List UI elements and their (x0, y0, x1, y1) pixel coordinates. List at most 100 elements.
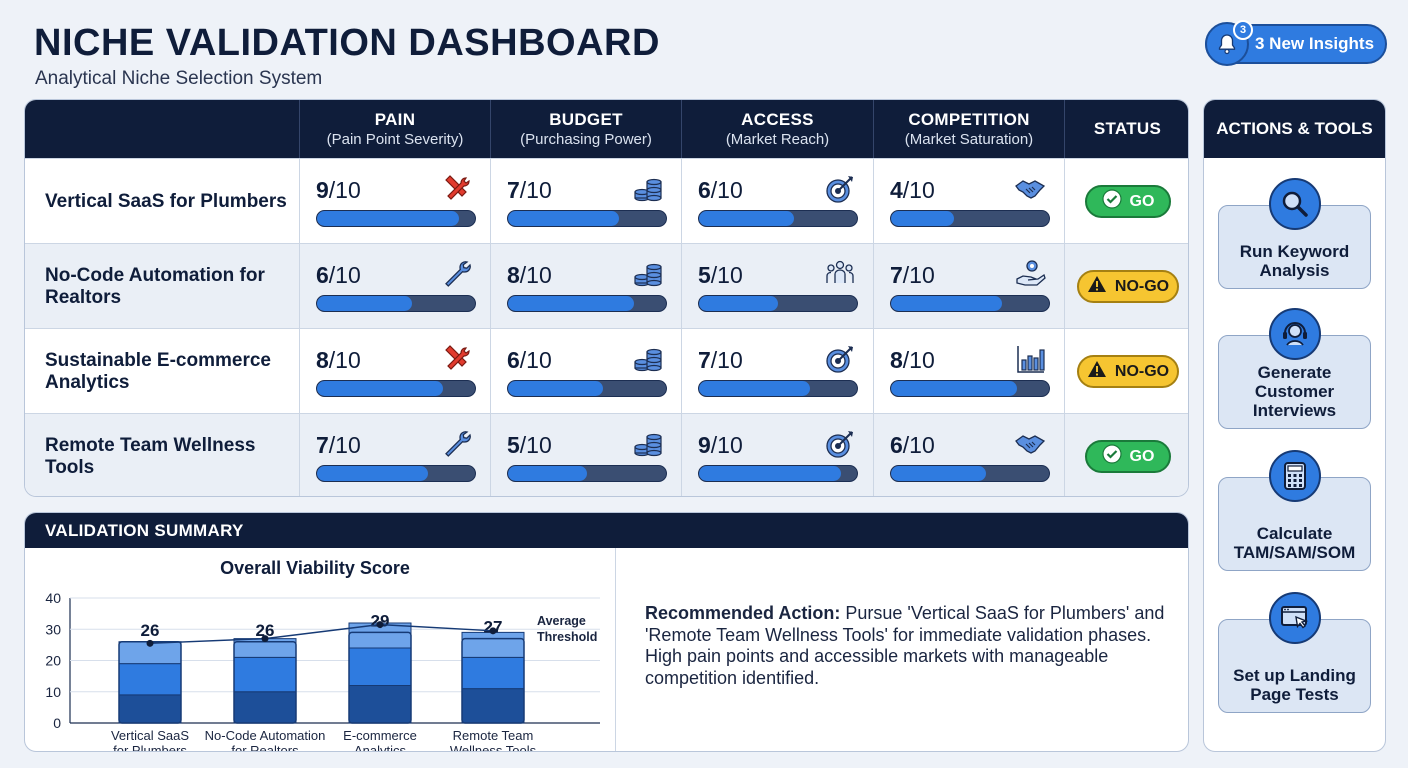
action-label: Calculate TAM/SAM/SOM (1233, 524, 1356, 562)
score-value: 6 (698, 177, 711, 203)
table-row[interactable]: Remote Team Wellness Tools 7/10 5/10 9/10 6/… (25, 413, 1188, 496)
competition-cell: 8/10 (873, 329, 1064, 414)
competition-score: 8/10 (890, 347, 935, 374)
table-row[interactable]: No-Code Automation for Realtors 6/10 8/10 5… (25, 243, 1188, 329)
x-tick-label: Wellness Tools (450, 743, 537, 752)
budget-progress-fill (508, 211, 619, 226)
column-header-budget: BUDGET (Purchasing Power) (490, 100, 681, 158)
threshold-point (261, 635, 269, 643)
threshold-legend-line2: Threshold (537, 630, 597, 644)
validation-matrix: PAIN (Pain Point Severity) BUDGET (Purchasi… (24, 99, 1189, 497)
budget-score: 6/10 (507, 347, 552, 374)
x-tick-label: for Realtors (231, 743, 299, 752)
y-tick-label: 40 (45, 590, 61, 606)
summary-divider (615, 548, 616, 751)
threshold-point (376, 621, 384, 629)
bar-segment (118, 663, 182, 696)
handshake-icon (1014, 172, 1048, 206)
status-badge: GO (1085, 185, 1171, 218)
score-value: 8 (316, 347, 329, 373)
actions-panel: ACTIONS & TOOLS Run Keyword Analysis Gene… (1203, 99, 1386, 752)
y-tick-label: 20 (45, 653, 61, 669)
wrench-icon (440, 257, 474, 291)
pain-progress-bar (316, 210, 476, 227)
competition-progress-fill (891, 211, 955, 226)
coins-icon (631, 427, 665, 461)
threshold-point (489, 627, 497, 635)
warning-icon (1087, 360, 1107, 383)
action-label: Run Keyword Analysis (1239, 242, 1350, 280)
score-max: /10 (902, 347, 935, 373)
access-cell: 5/10 (681, 244, 873, 329)
column-subtitle: (Market Saturation) (904, 131, 1034, 148)
set-up-landing-page-tests-button[interactable]: Set up Landing Page Tests (1218, 619, 1371, 713)
score-max: /10 (519, 432, 552, 458)
score-max: /10 (710, 432, 743, 458)
score-max: /10 (328, 177, 361, 203)
pain-score: 6/10 (316, 262, 361, 289)
target-icon (823, 172, 857, 206)
score-max: /10 (902, 262, 935, 288)
access-progress-fill (699, 211, 794, 226)
score-value: 5 (507, 432, 520, 458)
score-max: /10 (328, 347, 361, 373)
coins-icon (631, 342, 665, 376)
score-max: /10 (519, 347, 552, 373)
budget-progress-bar (507, 210, 667, 227)
warning-icon (1087, 275, 1107, 298)
score-value: 7 (890, 262, 903, 288)
status-label: NO-GO (1114, 362, 1170, 380)
column-subtitle: (Pain Point Severity) (326, 131, 464, 148)
y-tick-label: 0 (53, 715, 61, 731)
score-value: 7 (507, 177, 520, 203)
insights-button[interactable]: 3 3 New Insights (1205, 20, 1387, 66)
score-max: /10 (519, 262, 552, 288)
column-header-access: ACCESS (Market Reach) (681, 100, 873, 158)
action-label: Generate Customer Interviews (1252, 363, 1337, 420)
pain-progress-bar (316, 295, 476, 312)
pain-score: 8/10 (316, 347, 361, 374)
generate-customer-interviews-button[interactable]: Generate Customer Interviews (1218, 335, 1371, 429)
score-max: /10 (710, 262, 743, 288)
column-header-competition: COMPETITION (Market Saturation) (873, 100, 1064, 158)
hand-gear-icon (1014, 257, 1048, 291)
competition-score: 6/10 (890, 432, 935, 459)
bar (348, 631, 412, 724)
budget-progress-fill (508, 296, 635, 311)
competition-progress-fill (891, 381, 1018, 396)
score-value: 5 (698, 262, 711, 288)
pain-score: 7/10 (316, 432, 361, 459)
column-subtitle: (Purchasing Power) (520, 131, 652, 148)
page-title: NICHE VALIDATION DASHBOARD (34, 22, 660, 64)
competition-progress-bar (890, 465, 1050, 482)
access-progress-bar (698, 210, 858, 227)
niche-name: Sustainable E-commerce Analytics (45, 349, 271, 393)
viability-chart: Overall Viability Score 0 10 20 30 40 26 Vertic… (45, 558, 600, 752)
tools-icon (440, 342, 474, 376)
column-title: STATUS (1093, 119, 1162, 138)
x-tick-label: Remote Team (453, 728, 534, 743)
status-cell: NO-GO (1064, 244, 1188, 329)
pain-progress-bar (316, 380, 476, 397)
budget-cell: 5/10 (490, 414, 681, 496)
status-label: GO (1129, 192, 1155, 210)
status-cell: NO-GO (1064, 329, 1188, 414)
validation-summary: VALIDATION SUMMARY Overall Viability Sco… (24, 512, 1189, 752)
status-badge: NO-GO (1077, 355, 1179, 388)
niche-name: Remote Team Wellness Tools (45, 434, 256, 478)
budget-score: 7/10 (507, 177, 552, 204)
competition-progress-bar (890, 210, 1050, 227)
score-max: /10 (902, 177, 935, 203)
access-cell: 7/10 (681, 329, 873, 414)
pain-progress-fill (317, 296, 412, 311)
access-progress-bar (698, 465, 858, 482)
score-value: 8 (507, 262, 520, 288)
status-cell: GO (1064, 159, 1188, 244)
table-row[interactable]: Sustainable E-commerce Analytics 8/10 6/10… (25, 328, 1188, 414)
pain-progress-fill (317, 466, 428, 481)
calculator-icon (1268, 450, 1321, 502)
competition-cell: 6/10 (873, 414, 1064, 496)
access-score: 6/10 (698, 177, 743, 204)
competition-progress-bar (890, 380, 1050, 397)
table-row[interactable]: Vertical SaaS for Plumbers 9/10 7/10 6/10 4/… (25, 158, 1188, 244)
